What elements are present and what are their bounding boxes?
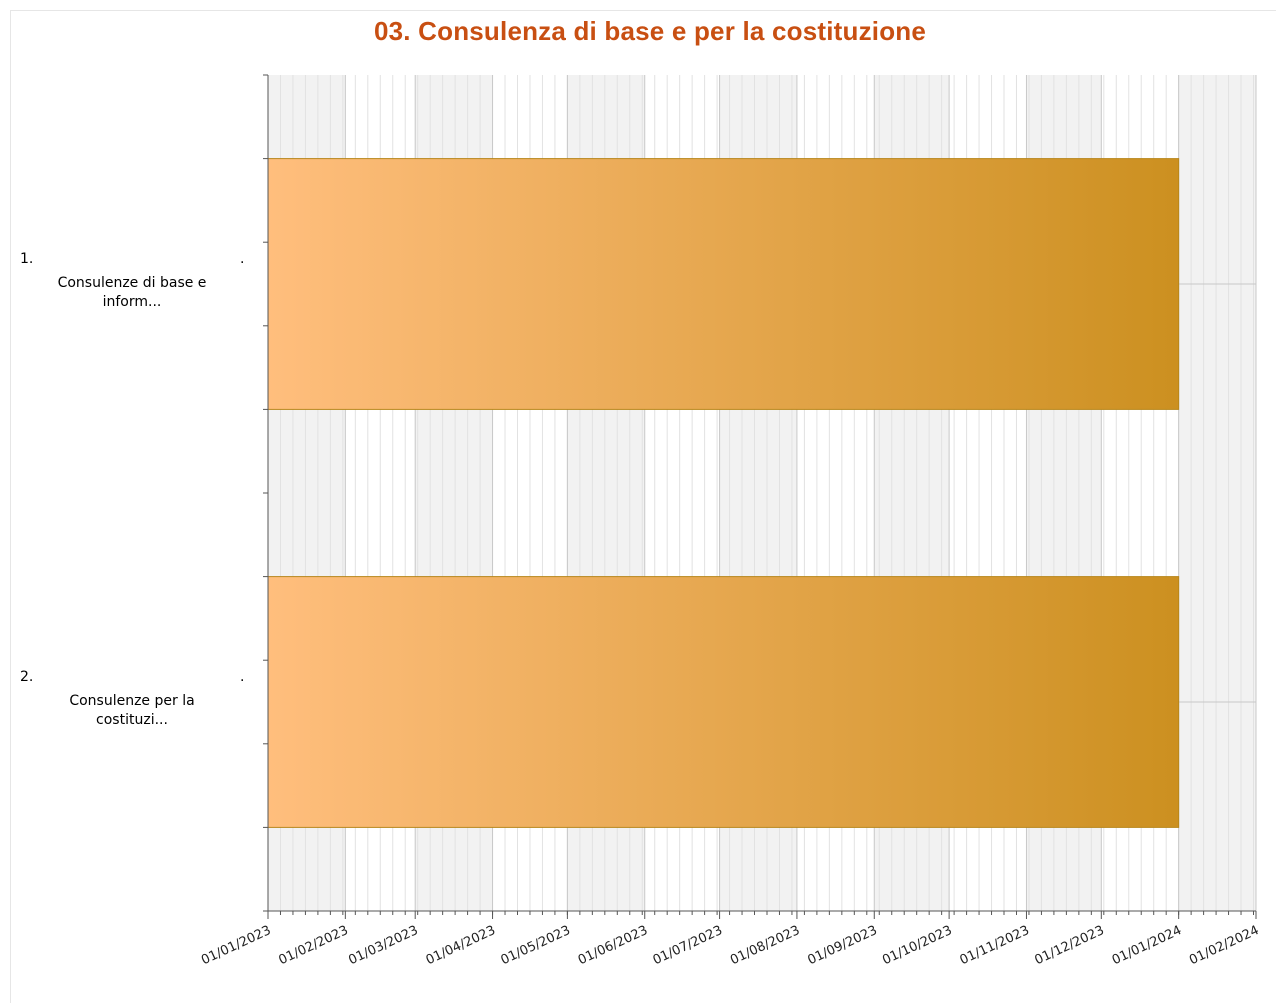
category-trailing-mark: . <box>240 669 245 685</box>
x-tick-label: 01/07/2023 <box>651 923 725 968</box>
x-tick-label: 01/11/2023 <box>958 923 1032 968</box>
x-tick-label: 01/12/2023 <box>1032 923 1106 968</box>
x-tick-label: 01/10/2023 <box>880 923 954 968</box>
x-tick-label: 01/03/2023 <box>346 923 420 968</box>
category-label-line1: Consulenze di base e <box>57 275 207 291</box>
x-tick-label: 01/04/2023 <box>424 923 498 968</box>
category-label: Consulenze di base e inform... <box>32 274 232 312</box>
gantt-bar <box>267 158 1180 410</box>
x-tick-label: 01/01/2023 <box>199 923 273 968</box>
x-tick-label: 01/01/2024 <box>1110 923 1184 968</box>
x-tick-label: 01/08/2023 <box>728 923 802 968</box>
category-trailing-mark: . <box>240 251 245 267</box>
x-tick-label: 01/06/2023 <box>576 923 650 968</box>
category-label-line2: costituzi... <box>96 712 168 728</box>
category-label-line2: inform... <box>102 294 162 310</box>
chart-frame <box>10 10 1276 1003</box>
x-tick-label: 01/02/2023 <box>276 923 350 968</box>
month-band <box>1178 75 1256 911</box>
category-index: 2. <box>20 669 34 685</box>
category-label: Consulenze per la costituzi... <box>32 692 232 730</box>
x-tick-label: 01/02/2024 <box>1187 923 1261 968</box>
x-tick-label: 01/09/2023 <box>805 923 879 968</box>
category-label-line1: Consulenze per la <box>69 693 195 709</box>
chart-title: 03. Consulenza di base e per la costituz… <box>373 16 927 46</box>
category-index: 1. <box>20 251 34 267</box>
gantt-bar <box>267 576 1180 828</box>
x-tick-label: 01/05/2023 <box>499 923 573 968</box>
